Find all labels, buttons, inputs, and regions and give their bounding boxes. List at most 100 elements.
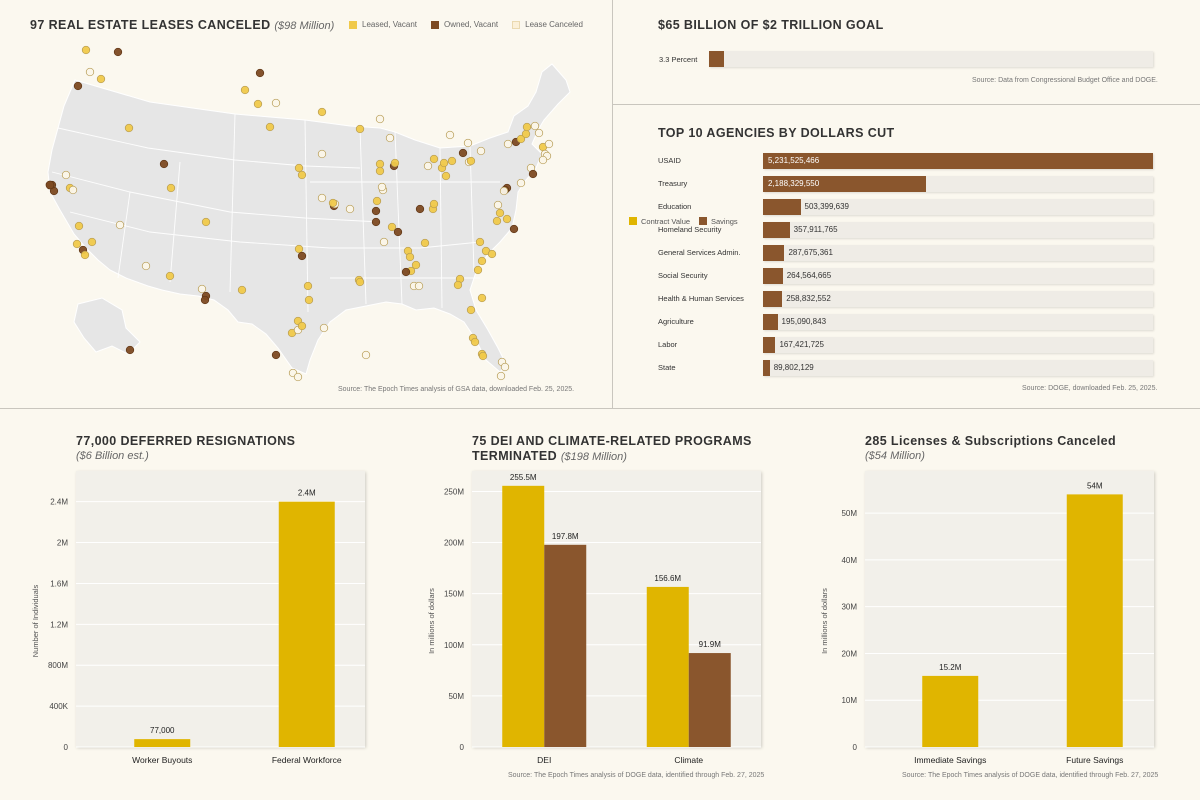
- agency-row: Treasury 2,188,329,550: [658, 176, 1154, 192]
- agency-value-label: 5,231,525,466: [768, 156, 820, 165]
- leases-source: Source: The Epoch Times analysis of GSA …: [338, 386, 575, 393]
- lease-point: [458, 148, 468, 158]
- lease-point: [420, 238, 430, 248]
- lease-point: [441, 171, 451, 181]
- chart3-title: 285 Licenses & Subscriptions Canceled ($…: [865, 434, 1116, 462]
- lease-point: [355, 124, 365, 134]
- y-tick-label: 1.6M: [50, 579, 68, 588]
- bar-value-label: 156.6M: [654, 574, 681, 583]
- lease-point: [487, 249, 497, 259]
- chart2-subtitle: ($198 Million): [560, 451, 627, 463]
- lease-point: [293, 372, 303, 382]
- lease-point: [294, 244, 304, 254]
- lease-point: [317, 193, 327, 203]
- lease-point: [447, 156, 457, 166]
- lease-point: [201, 217, 211, 227]
- divider-horizontal-right: [612, 104, 1200, 105]
- lease-point: [271, 98, 281, 108]
- chart3-subtitle: ($54 Million): [865, 450, 925, 462]
- lease-point: [80, 250, 90, 260]
- agency-bar-fill: [763, 153, 1153, 169]
- agency-row: Labor 167,421,725: [658, 337, 1154, 353]
- agency-row: Social Security 264,564,665: [658, 268, 1154, 284]
- alaska-shape: [73, 297, 141, 355]
- y-tick-label: 100M: [444, 641, 464, 650]
- leases-subtitle: ($98 Million): [274, 20, 335, 32]
- lease-point: [445, 130, 455, 140]
- goal-title: $65 BILLION OF $2 TRILLION GOAL: [658, 18, 884, 32]
- agency-bar-track: 258,832,552: [763, 291, 1153, 307]
- lease-point: [538, 155, 548, 165]
- lease-point: [74, 221, 84, 231]
- bar: [278, 501, 335, 747]
- lease-point: [165, 271, 175, 281]
- lease-point: [530, 121, 540, 131]
- lease-point: [317, 107, 327, 117]
- agency-row: Homeland Security 357,911,765: [658, 222, 1154, 238]
- agency-bar-track: 503,399,639: [763, 199, 1153, 215]
- y-axis-label: In millions of dollars: [427, 588, 436, 654]
- goal-bar-fill: [709, 51, 724, 67]
- bar: [502, 485, 545, 747]
- agency-value-label: 357,911,765: [793, 225, 838, 234]
- lease-point: [141, 261, 151, 271]
- lease-point: [159, 159, 169, 169]
- lease-point: [401, 267, 411, 277]
- lease-point: [237, 285, 247, 295]
- lease-point: [319, 323, 329, 333]
- us-land: [47, 63, 571, 375]
- y-tick-label: 40M: [841, 556, 857, 565]
- lease-point: [429, 199, 439, 209]
- agency-name: Treasury: [658, 179, 688, 188]
- lease-point: [68, 185, 78, 195]
- agency-bar-track: 5,231,525,466: [763, 153, 1153, 169]
- agency-row: Agriculture 195,090,843: [658, 314, 1154, 330]
- agency-value-label: 258,832,552: [786, 294, 831, 303]
- lease-point: [500, 362, 510, 372]
- legend-label: Contract Value: [641, 217, 690, 226]
- bar: [688, 653, 731, 747]
- lease-point: [516, 178, 526, 188]
- lease-point: [503, 139, 513, 149]
- legend-swatch: [431, 20, 440, 29]
- bar: [646, 586, 689, 747]
- y-tick-label: 0: [64, 743, 69, 752]
- chart1-title: 77,000 DEFERRED RESIGNATIONS ($6 Billion…: [76, 434, 296, 462]
- lease-point: [478, 351, 488, 361]
- lease-point: [414, 281, 424, 291]
- agencies-source: Source: DOGE, downloaded Feb. 25, 2025.: [1022, 385, 1158, 392]
- divider-vertical-top: [612, 0, 613, 408]
- bar: [922, 675, 979, 747]
- agency-bar-fill: [763, 337, 776, 353]
- agency-name: Homeland Security: [658, 225, 722, 234]
- agency-bar-track: 167,421,725: [763, 337, 1153, 353]
- lease-point: [361, 350, 371, 360]
- agency-value-label: 167,421,725: [779, 340, 824, 349]
- agency-bar-fill: [763, 199, 801, 215]
- lease-point: [96, 74, 106, 84]
- bar-value-label: 91.9M: [699, 640, 722, 649]
- legend-item-lease-canceled: Lease Canceled: [512, 20, 583, 29]
- lease-point: [476, 146, 486, 156]
- lease-point: [253, 99, 263, 109]
- lease-point: [475, 237, 485, 247]
- bar-value-label: 255.5M: [510, 473, 537, 482]
- y-tick-label: 200M: [444, 539, 464, 548]
- agency-row: USAID 5,231,525,466: [658, 153, 1154, 169]
- lease-point: [73, 81, 83, 91]
- lease-point: [355, 277, 365, 287]
- agencies-title: TOP 10 AGENCIES BY DOLLARS CUT: [658, 126, 895, 140]
- leases-legend: Leased, Vacant Owned, Vacant Lease Cance…: [349, 20, 583, 29]
- lease-point: [240, 85, 250, 95]
- agency-value-label: 287,675,361: [788, 248, 833, 257]
- lease-point: [87, 237, 97, 247]
- lease-point: [49, 186, 59, 196]
- lease-point: [492, 216, 502, 226]
- y-tick-label: 10M: [841, 696, 857, 705]
- y-tick-label: 2.4M: [50, 498, 68, 507]
- chart2-title: 75 DEI AND CLIMATE-RELATED PROGRAMS TERM…: [472, 434, 752, 463]
- legend-swatch: [349, 20, 357, 29]
- lease-point: [379, 237, 389, 247]
